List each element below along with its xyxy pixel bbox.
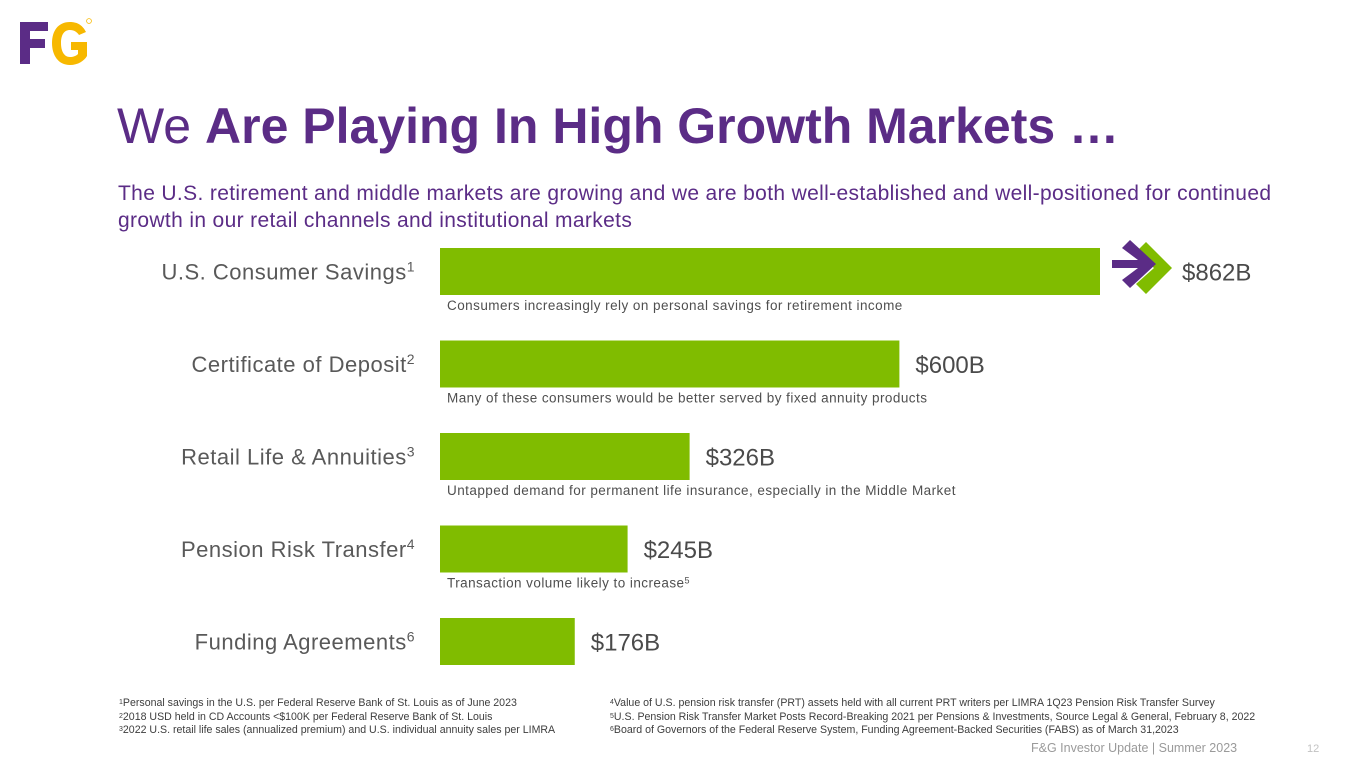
footer-text: F&G Investor Update | Summer 2023: [1031, 741, 1238, 755]
bar-certificate-of-deposit: [440, 340, 900, 388]
footnote-text: Personal savings in the U.S. per Federal…: [122, 697, 517, 709]
footnotes-left: 1Personal savings in the U.S. per Federa…: [119, 697, 555, 738]
footnote-text: Value of U.S. pension risk transfer (PRT…: [613, 697, 1215, 709]
footnote-number: 2: [119, 712, 123, 720]
bar-u-s-consumer-savings: [440, 248, 1100, 295]
category-label-retail-life-annuities: Retail Life & Annuities3: [181, 444, 415, 470]
footnote-4: 4Value of U.S. pension risk transfer (PR…: [610, 697, 1255, 711]
footnote-3: 32022 U.S. retail life sales (annualized…: [119, 724, 555, 738]
footnote-6: 6Board of Governors of the Federal Reser…: [610, 724, 1255, 738]
footnote-number: 3: [119, 726, 123, 733]
bar-note-u-s-consumer-savings: Consumers increasingly rely on personal …: [447, 298, 903, 313]
footnote-number: 6: [610, 726, 614, 733]
page-title: We Are Playing In High Growth Markets …: [117, 96, 1119, 156]
footnote-number: 5: [610, 712, 614, 720]
value-label-pension-risk-transfer: $245B: [644, 537, 713, 564]
value-label-retail-life-annuities: $326B: [706, 445, 775, 472]
chevron-arrow-icon: [1112, 240, 1172, 294]
category-label-pension-risk-transfer: Pension Risk Transfer4: [181, 536, 415, 562]
footnote-text: Board of Governors of the Federal Reserv…: [613, 724, 1179, 736]
footnote-text: 2018 USD held in CD Accounts <$100K per …: [122, 710, 493, 723]
registered-mark-icon: [86, 18, 92, 24]
page-number: 12: [1307, 743, 1320, 755]
page-subtitle: The U.S. retirement and middle markets a…: [118, 182, 1272, 232]
value-label-u-s-consumer-savings: $862B: [1182, 260, 1251, 287]
fg-logo: &: [20, 18, 92, 65]
footnote-2: 22018 USD held in CD Accounts <$100K per…: [119, 711, 555, 725]
footnote-text: 2022 U.S. retail life sales (annualized …: [122, 724, 556, 736]
bar-funding-agreements: [440, 618, 575, 665]
footnote-number: 1: [119, 699, 123, 706]
bar-pension-risk-transfer: [440, 525, 628, 573]
footnote-5: 5U.S. Pension Risk Transfer Market Posts…: [610, 711, 1255, 725]
bar-note-pension-risk-transfer: Transaction volume likely to increase5: [447, 576, 690, 591]
bar-note-certificate-of-deposit: Many of these consumers would be better …: [447, 391, 927, 406]
title-regular: We: [117, 98, 205, 154]
category-label-u-s-consumer-savings: U.S. Consumer Savings1: [161, 259, 415, 285]
footnotes-right: 4Value of U.S. pension risk transfer (PR…: [610, 697, 1255, 738]
value-label-certificate-of-deposit: $600B: [915, 352, 984, 379]
footnote-1: 1Personal savings in the U.S. per Federa…: [119, 697, 555, 711]
title-bold: Are Playing In High Growth Markets …: [205, 98, 1120, 154]
category-label-certificate-of-deposit: Certificate of Deposit2: [192, 351, 416, 377]
footnote-text: U.S. Pension Risk Transfer Market Posts …: [613, 710, 1256, 723]
bar-note-retail-life-annuities: Untapped demand for permanent life insur…: [447, 483, 956, 498]
bar-retail-life-annuities: [440, 433, 690, 480]
logo-g-shape: [52, 22, 87, 65]
logo-ampersand: &: [39, 46, 51, 63]
footnote-number: 4: [610, 699, 614, 706]
logo-f-shape: [20, 22, 48, 64]
value-label-funding-agreements: $176B: [591, 630, 660, 657]
category-label-funding-agreements: Funding Agreements6: [195, 629, 415, 655]
